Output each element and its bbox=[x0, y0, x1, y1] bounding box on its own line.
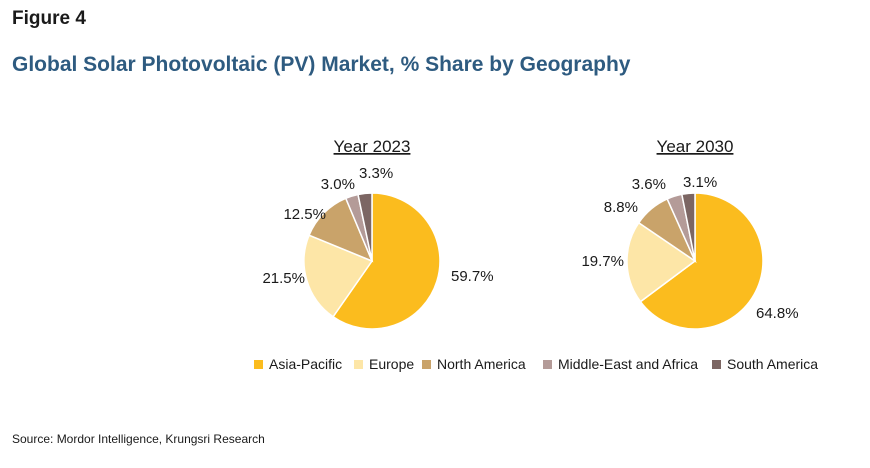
legend-label: North America bbox=[437, 356, 526, 372]
legend-item-middle-east-africa: Middle-East and Africa bbox=[543, 356, 698, 372]
legend-label: Asia-Pacific bbox=[269, 356, 343, 372]
legend-swatch bbox=[354, 359, 363, 369]
legend-swatch bbox=[712, 359, 721, 369]
data-label-north-america: 8.8% bbox=[604, 199, 638, 216]
legend-item-europe: Europe bbox=[354, 356, 414, 372]
legend-label: Middle-East and Africa bbox=[558, 356, 699, 372]
pie-chart-2030: Year 2030 64.8% 19.7% 8.8% 3.6% 3.1% bbox=[581, 137, 799, 330]
legend-item-north-america: North America bbox=[422, 356, 526, 372]
legend-item-south-america: South America bbox=[712, 356, 818, 372]
legend-swatch bbox=[543, 359, 552, 369]
legend-swatch bbox=[254, 359, 263, 369]
figure-label: Figure 4 bbox=[12, 8, 86, 29]
source-note: Source: Mordor Intelligence, Krungsri Re… bbox=[12, 432, 265, 446]
pie-title-2023: Year 2023 bbox=[334, 137, 411, 156]
data-label-asia-pacific: 64.8% bbox=[756, 305, 799, 322]
legend-item-asia-pacific: Asia-Pacific bbox=[254, 356, 342, 372]
data-label-asia-pacific: 59.7% bbox=[451, 268, 494, 285]
data-label-south-america: 3.3% bbox=[359, 165, 393, 182]
data-label-europe: 21.5% bbox=[262, 270, 305, 287]
pie-slice-europe bbox=[626, 221, 697, 303]
data-label-north-america: 12.5% bbox=[283, 206, 326, 223]
data-label-south-america: 3.1% bbox=[683, 174, 717, 191]
legend-label: Europe bbox=[369, 356, 415, 372]
data-label-middle-east-africa: 3.0% bbox=[321, 176, 355, 193]
pie-slice-asia-pacific bbox=[639, 192, 764, 330]
chart-title: Global Solar Photovoltaic (PV) Market, %… bbox=[12, 53, 631, 76]
pie-slice-europe bbox=[303, 234, 374, 318]
pie-charts: Year 2023 59.7% 21.5% 12.5% 3.0%3.3% Year 2… bbox=[262, 137, 799, 330]
data-label-europe: 19.7% bbox=[581, 253, 624, 270]
pie-chart-2023: Year 2023 59.7% 21.5% 12.5% 3.0%3.3% bbox=[262, 137, 494, 330]
legend-label: South America bbox=[727, 356, 819, 372]
pie-slice-south-america bbox=[680, 192, 696, 262]
pie-slice-asia-pacific bbox=[332, 192, 441, 330]
pie-title-2030: Year 2030 bbox=[657, 137, 734, 156]
data-label-middle-east-africa: 3.6% bbox=[632, 176, 666, 193]
legend-swatch bbox=[422, 359, 431, 369]
pie-slice-south-america bbox=[357, 192, 373, 262]
